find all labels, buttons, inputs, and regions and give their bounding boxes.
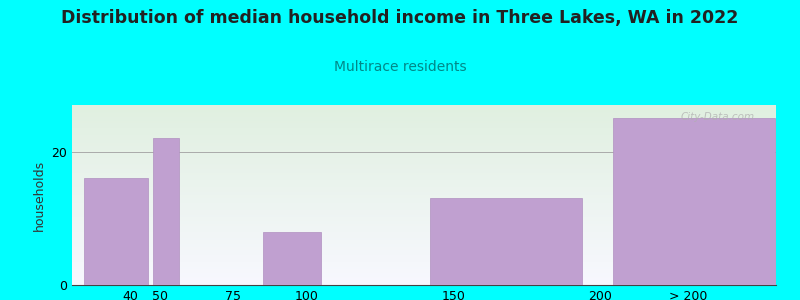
- Bar: [262, 232, 322, 285]
- Bar: [84, 178, 148, 285]
- Y-axis label: households: households: [33, 159, 46, 231]
- Bar: [153, 138, 179, 285]
- Text: Multirace residents: Multirace residents: [334, 60, 466, 74]
- Bar: [614, 118, 774, 285]
- Text: City-Data.com: City-Data.com: [681, 112, 755, 122]
- Bar: [430, 198, 582, 285]
- Text: Distribution of median household income in Three Lakes, WA in 2022: Distribution of median household income …: [62, 9, 738, 27]
